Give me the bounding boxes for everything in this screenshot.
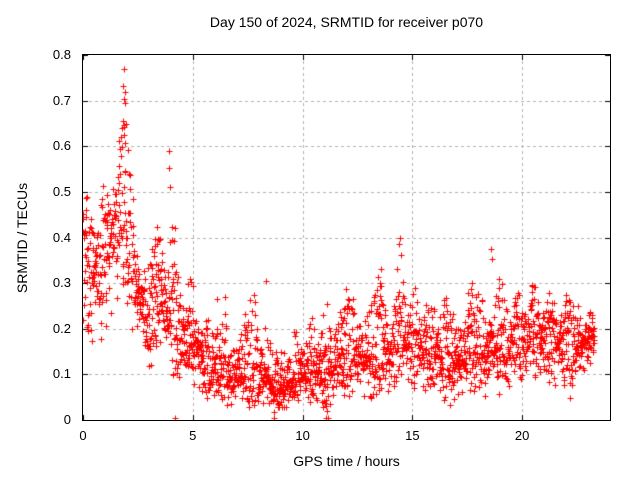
scatter-canvas — [83, 55, 610, 420]
y-tick-label: 0.8 — [52, 47, 71, 62]
y-tick-label: 0.1 — [52, 366, 71, 382]
y-tick-label: 0.5 — [52, 183, 71, 199]
y-tick-label: 0.4 — [52, 229, 71, 245]
y-tick-label: 0 — [63, 412, 71, 427]
y-tick-label: 0.2 — [52, 320, 71, 336]
y-tick-label: 0.3 — [52, 275, 71, 291]
x-tick-label: 10 — [295, 428, 310, 443]
x-tick-label: 5 — [189, 428, 197, 443]
x-axis-label: GPS time / hours — [293, 453, 400, 469]
y-tick-label: 0.7 — [52, 92, 71, 108]
chart-title: Day 150 of 2024, SRMTID for receiver p07… — [209, 14, 484, 30]
y-tick-label: 0.6 — [52, 138, 71, 154]
x-tick-label: 20 — [514, 428, 530, 443]
x-tick-label: 15 — [405, 428, 420, 443]
plot-area — [82, 54, 611, 421]
x-tick-label: 0 — [79, 428, 87, 443]
